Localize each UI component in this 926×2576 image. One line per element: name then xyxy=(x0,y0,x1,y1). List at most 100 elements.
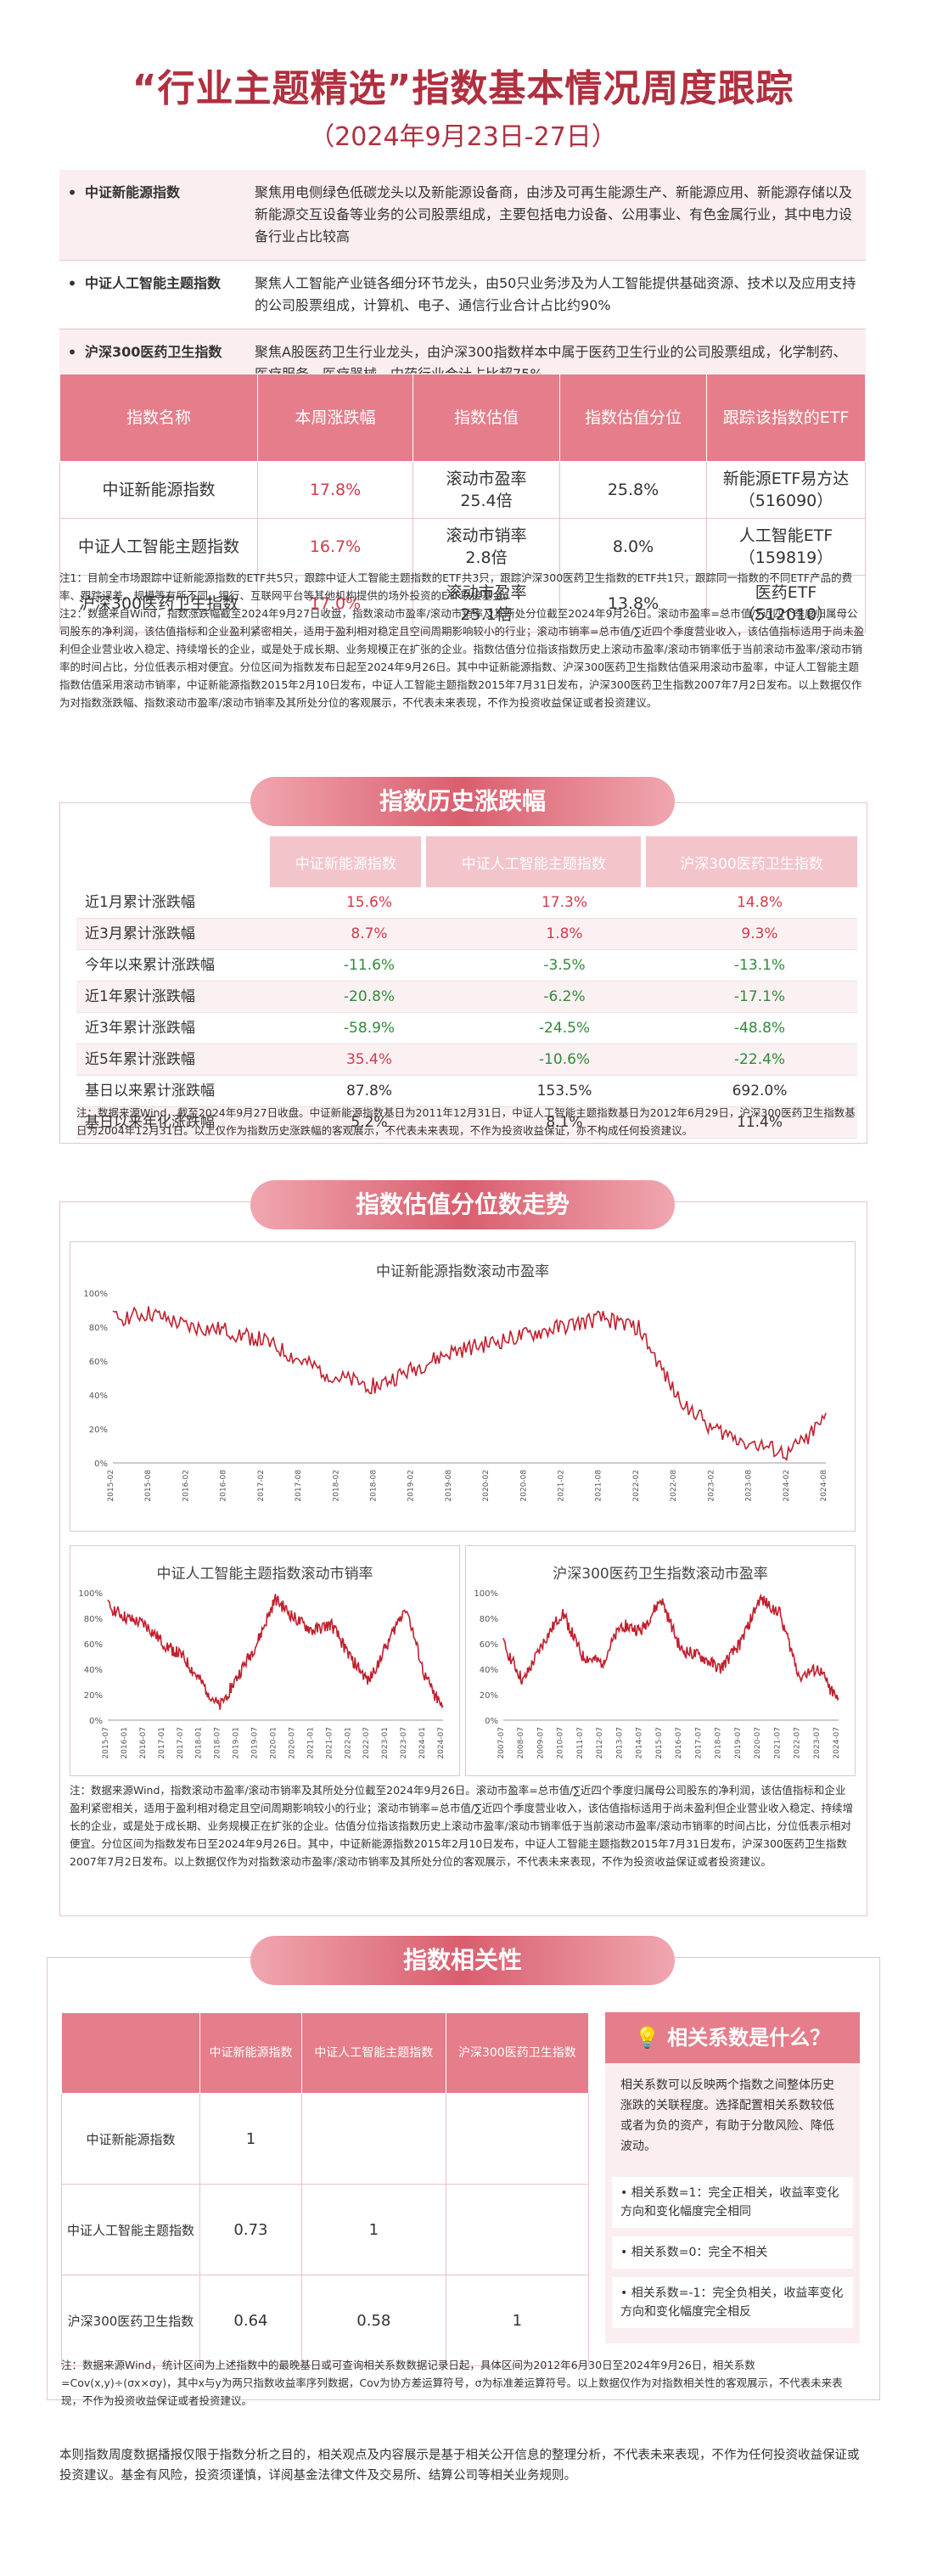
th-col: 沪深300医药卫生指数 xyxy=(641,836,857,887)
cell xyxy=(445,2184,590,2275)
cell-change: 17.8% xyxy=(257,461,413,519)
series-line xyxy=(502,1593,839,1701)
history-banner: 指数历史涨跌幅 xyxy=(250,777,675,826)
cell-valuation: 滚动市盈率 25.1倍 xyxy=(412,575,560,633)
correlation-explain: 💡 相关系数是什么？ 相关系数可以反映两个指数之间整体历史涨跌的关联程度。选择配… xyxy=(605,2012,860,2343)
cell: -3.5% xyxy=(543,957,586,974)
x-tick-label: 2023-08 xyxy=(745,1470,754,1502)
x-tick-label: 2017-01 xyxy=(158,1727,166,1759)
bullet-icon: • xyxy=(67,273,77,294)
row-label: 基日以来年化涨跌幅 xyxy=(85,1114,215,1131)
note-2: 注2：数据来自Wind，指数涨跌幅截至2024年9月27日收盘，指数滚动市盈率/… xyxy=(59,607,865,709)
table-row: 近5年累计涨跌幅 35.4% -10.6% -22.4% xyxy=(76,1044,857,1076)
intro-desc: 聚焦人工智能产业链各细分环节龙头，由50只业务涉及为人工智能提供基础资源、技术以… xyxy=(255,275,856,313)
x-tick-label: 2022-02 xyxy=(632,1470,641,1502)
x-tick-label: 2023-07 xyxy=(400,1727,408,1759)
series-line xyxy=(112,1306,827,1461)
valuation-value: 25.1倍 xyxy=(460,605,513,624)
cell: 1 xyxy=(445,2275,590,2366)
cell: 5.2% xyxy=(351,1114,388,1131)
intro-desc: 聚焦用电侧绿色低碳龙头以及新能源设备商，由涉及可再生能源生产、新能源应用、新能源… xyxy=(255,184,853,245)
series-line xyxy=(107,1594,444,1710)
cell-percentile: 13.8% xyxy=(559,575,707,633)
x-tick-label: 2019-07 xyxy=(251,1727,260,1759)
explain-item: • 相关系数=1：完全正相关，收益率变化方向和变化幅度完全相同 xyxy=(612,2177,853,2228)
cell-valuation: 滚动市销率 2.8倍 xyxy=(412,518,560,576)
x-tick-label: 2017-07 xyxy=(177,1727,185,1759)
x-tick-label: 2016-02 xyxy=(182,1470,190,1502)
x-tick-label: 2023-01 xyxy=(381,1727,390,1759)
th-empty xyxy=(61,2012,200,2094)
y-tick-label: 20% xyxy=(480,1691,498,1701)
x-tick-label: 2024-08 xyxy=(820,1470,828,1502)
row-label: 沪深300医药卫生指数 xyxy=(61,2275,200,2366)
row-label: 近3月累计涨跌幅 xyxy=(85,925,195,942)
etf-code: （516090） xyxy=(738,492,833,510)
intro-name: 沪深300医药卫生指数 xyxy=(85,344,222,360)
th-name: 指数名称 xyxy=(59,374,258,462)
cell: -24.5% xyxy=(538,1020,591,1037)
y-tick-label: 100% xyxy=(78,1589,103,1599)
note-1: 注1：目前全市场跟踪中证新能源指数的ETF共5只，跟踪中证人工智能主题指数的ET… xyxy=(59,571,853,602)
chart-med: 沪深300医药卫生指数滚动市盈率 0% 20% 40% 60% 80% 100% 2007-… xyxy=(465,1545,856,1776)
y-tick-label: 100% xyxy=(474,1589,498,1599)
valuation-note: 注：数据来源Wind，指数滚动市盈率/滚动市销率及其所处分位截至2024年9月2… xyxy=(70,1784,854,1868)
intro-name: 中证人工智能主题指数 xyxy=(85,275,222,291)
th-change: 本周涨跌幅 xyxy=(257,374,413,462)
row-label: 基日以来累计涨跌幅 xyxy=(85,1083,215,1100)
history-note: 注：数据来源Wind，截至2024年9月27日收盘。中证新能源指数基日为2011… xyxy=(76,1106,856,1137)
bullet-icon: • xyxy=(67,183,77,203)
chart-ai: 中证人工智能主题指数滚动市销率 0% 20% 40% 60% 80% 100% 2015-0… xyxy=(70,1545,460,1776)
intro-row: • 中证新能源指数 聚焦用电侧绿色低碳龙头以及新能源设备商，由涉及可再生能源生产… xyxy=(59,170,866,261)
x-tick-label: 2017-02 xyxy=(257,1470,266,1502)
explain-desc: 相关系数可以反映两个指数之间整体历史涨跌的关联程度。选择配置相关系数较低或者为负… xyxy=(620,2078,834,2153)
explain-item: • 相关系数=-1：完全负相关，收益率变化方向和变化幅度完全相反 xyxy=(612,2277,853,2328)
x-tick-label: 2013-07 xyxy=(615,1727,624,1759)
row-label: 近1年累计涨跌幅 xyxy=(85,988,195,1005)
cell-name: 沪深300医药卫生指数 xyxy=(59,575,258,633)
explain-item: • 相关系数=0：完全不相关 xyxy=(612,2236,853,2269)
table-row: 今年以来累计涨跌幅 -11.6% -3.5% -13.1% xyxy=(76,950,857,981)
cell: 0.73 xyxy=(199,2184,302,2275)
footer-disclaimer: 本则指数周度数据播报仅限于指数分析之目的，相关观点及内容展示是基于相关公开信息的… xyxy=(59,2449,860,2483)
bullet-icon: • xyxy=(67,342,77,363)
page-title: “行业主题精选”指数基本情况周度跟踪 xyxy=(132,67,794,110)
x-tick-label: 2018-02 xyxy=(332,1470,340,1502)
table-row: 近1月累计涨跌幅 15.6% 17.3% 14.8% xyxy=(76,887,857,919)
x-tick-label: 2020-02 xyxy=(482,1470,491,1502)
x-tick-label: 2008-07 xyxy=(517,1727,525,1759)
x-tick-label: 2022-08 xyxy=(670,1470,678,1502)
x-tick-label: 2016-08 xyxy=(220,1470,228,1502)
cell: 14.8% xyxy=(736,894,783,911)
explain-item-text: 相关系数=-1：完全负相关，收益率变化方向和变化幅度完全相反 xyxy=(620,2286,844,2319)
y-tick-label: 60% xyxy=(84,1640,103,1650)
page-subtitle: （2024年9月23日-27日） xyxy=(309,122,617,152)
cell: -13.1% xyxy=(733,957,786,974)
valuation-value: 2.8倍 xyxy=(465,548,508,567)
cell: -48.8% xyxy=(733,1020,786,1037)
etf-code: （512010） xyxy=(738,605,833,624)
valuation-value: 25.4倍 xyxy=(460,492,513,510)
correlation-banner: 指数相关性 xyxy=(250,1936,675,1985)
x-tick-label: 2018-08 xyxy=(369,1470,378,1502)
cell: 153.5% xyxy=(536,1083,592,1100)
x-tick-label: 2021-02 xyxy=(558,1470,566,1502)
x-tick-label: 2024-02 xyxy=(783,1470,791,1502)
cell: -6.2% xyxy=(543,988,586,1005)
x-tick-label: 2007-07 xyxy=(497,1727,506,1759)
x-tick-label: 2021-07 xyxy=(773,1727,782,1759)
x-tick-label: 2024-01 xyxy=(418,1727,427,1759)
cell: 0.64 xyxy=(199,2275,302,2366)
table-row: 近3月累计涨跌幅 8.7% 1.8% 9.3% xyxy=(76,919,857,950)
table-row: 中证新能源指数 1 xyxy=(61,2093,590,2185)
x-tick-label: 2009-07 xyxy=(536,1727,545,1759)
cell: 11.4% xyxy=(736,1114,783,1131)
cell: -11.6% xyxy=(343,957,396,974)
x-tick-label: 2023-02 xyxy=(707,1470,716,1502)
history-table: 中证新能源指数 中证人工智能主题指数 沪深300医药卫生指数 xyxy=(76,836,857,887)
y-tick-label: 100% xyxy=(83,1290,108,1299)
index-intro-list: • 中证新能源指数 聚焦用电侧绿色低碳龙头以及新能源设备商，由涉及可再生能源生产… xyxy=(59,170,866,398)
x-tick-label: 2022-07 xyxy=(362,1727,371,1759)
intro-name: 中证新能源指数 xyxy=(85,184,181,200)
